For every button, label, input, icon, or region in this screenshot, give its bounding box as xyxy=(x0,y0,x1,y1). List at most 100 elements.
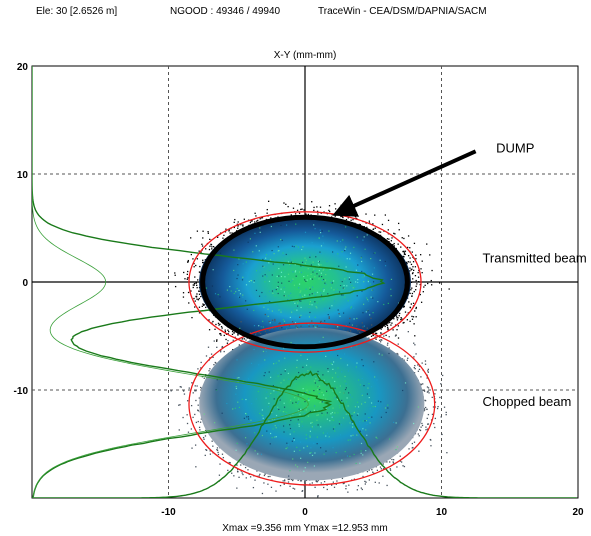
beam-particle xyxy=(220,349,222,352)
beam-speck xyxy=(347,413,349,415)
beam-speck xyxy=(248,280,250,283)
beam-speck xyxy=(283,286,285,289)
beam-particle xyxy=(256,220,258,222)
beam-speck xyxy=(254,232,256,234)
beam-particle xyxy=(338,313,340,315)
beam-speck xyxy=(361,270,363,273)
beam-speck xyxy=(341,399,343,402)
beam-speck xyxy=(242,296,244,298)
beam-particle xyxy=(374,481,376,483)
beam-speck xyxy=(226,402,228,405)
beam-speck xyxy=(233,249,235,251)
beam-speck xyxy=(296,288,298,291)
beam-particle xyxy=(405,261,408,264)
x-tick-label: -10 xyxy=(161,507,176,518)
beam-particle xyxy=(170,390,172,392)
beam-speck xyxy=(257,453,259,455)
beam-speck xyxy=(268,262,270,264)
beam-particle xyxy=(415,289,417,291)
beam-particle xyxy=(222,237,224,239)
beam-particle xyxy=(205,306,207,309)
beam-particle xyxy=(376,469,379,471)
beam-particle xyxy=(238,476,240,478)
beam-particle xyxy=(357,485,360,487)
beam-particle xyxy=(256,470,258,472)
beam-particle xyxy=(420,376,422,378)
beam-particle xyxy=(229,232,231,234)
beam-speck xyxy=(398,302,400,304)
beam-speck xyxy=(375,403,377,405)
beam-speck xyxy=(306,389,308,391)
beam-speck xyxy=(314,389,316,391)
beam-particle xyxy=(312,325,314,327)
beam-speck xyxy=(298,283,301,285)
beam-particle xyxy=(427,371,430,373)
beam-particle xyxy=(424,400,427,402)
beam-particle xyxy=(412,278,414,280)
beam-speck xyxy=(367,279,369,281)
beam-speck xyxy=(265,397,267,399)
beam-speck xyxy=(271,249,273,252)
beam-speck xyxy=(362,454,364,456)
beam-particle xyxy=(384,325,386,328)
beam-speckle xyxy=(203,219,406,346)
beam-speck xyxy=(239,293,242,295)
beam-speck xyxy=(286,328,288,330)
beam-speck xyxy=(319,298,322,300)
beam-speck xyxy=(310,452,312,454)
beam-particle xyxy=(347,330,349,333)
beam-speck xyxy=(368,396,370,399)
beam-speck xyxy=(289,470,291,472)
beam-speck xyxy=(255,398,258,400)
beam-speck xyxy=(309,278,312,280)
beam-particle xyxy=(341,477,344,480)
beam-speck xyxy=(274,425,276,427)
beam-particle xyxy=(303,209,305,211)
beam-particle xyxy=(198,397,200,399)
beam-speck xyxy=(278,408,280,411)
beam-speck xyxy=(318,392,320,395)
beam-speck xyxy=(338,291,341,293)
beam-speck xyxy=(282,394,284,396)
beam-speck xyxy=(314,270,316,272)
beam-particle xyxy=(209,245,211,247)
beam-speck xyxy=(270,225,272,228)
y-tick-label: 0 xyxy=(22,278,28,289)
beam-speck xyxy=(346,364,349,366)
beam-speck xyxy=(351,324,354,326)
beam-density xyxy=(199,216,411,348)
beam-speck xyxy=(307,273,309,275)
beam-particle xyxy=(278,327,281,330)
beam-particle xyxy=(410,281,413,283)
beam-speck xyxy=(311,278,314,280)
beam-speck xyxy=(303,279,306,281)
beam-speck xyxy=(356,295,358,297)
beam-speck xyxy=(301,248,303,251)
beam-speck xyxy=(312,270,314,272)
beam-speck xyxy=(316,389,318,391)
beam-particle xyxy=(350,219,352,221)
beam-particle xyxy=(311,201,313,203)
beam-particle xyxy=(201,305,203,307)
beam-speck xyxy=(261,434,264,437)
beam-speck xyxy=(347,365,349,367)
beam-particle xyxy=(413,342,415,344)
beam-particle xyxy=(207,232,209,234)
beam-particle xyxy=(204,435,207,437)
beam-particle xyxy=(218,474,221,476)
beam-speck xyxy=(334,380,336,383)
beam-particle xyxy=(399,455,401,457)
beam-speck xyxy=(351,426,354,428)
beam-speck xyxy=(318,275,320,277)
beam-particle xyxy=(260,332,262,335)
beam-particle xyxy=(397,353,399,355)
beam-particle xyxy=(347,211,349,213)
beam-speck xyxy=(347,405,349,407)
beam-particle xyxy=(223,350,225,353)
beam-speck xyxy=(346,285,348,287)
beam-speck xyxy=(270,392,272,395)
beam-particle xyxy=(427,370,429,372)
beam-speck xyxy=(264,372,266,374)
beam-particle xyxy=(399,460,402,462)
beam-particle xyxy=(410,269,412,271)
